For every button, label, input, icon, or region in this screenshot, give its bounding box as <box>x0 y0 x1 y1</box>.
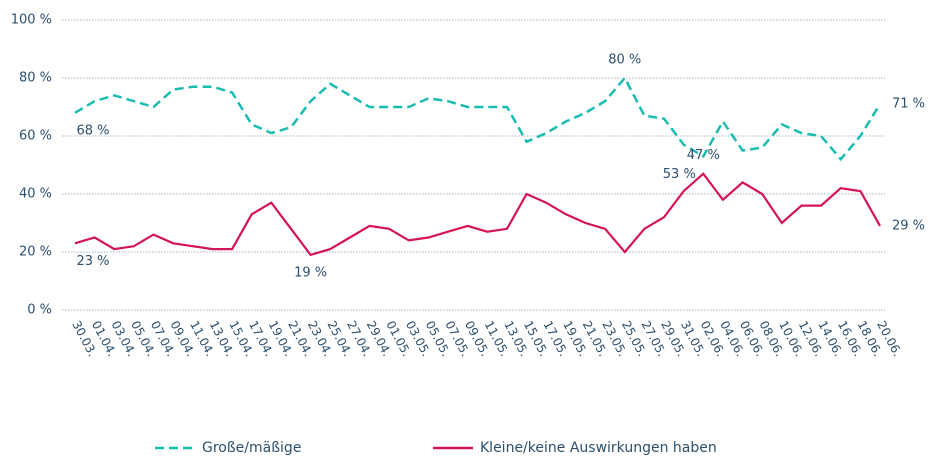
y-tick-label: 40 % <box>19 187 52 202</box>
data-label: 29 % <box>892 218 925 233</box>
line-series <box>74 172 881 257</box>
data-label: 19 % <box>294 265 327 280</box>
data-label: 47 % <box>687 148 720 163</box>
data-label: 23 % <box>76 254 109 269</box>
y-tick-label: 80 % <box>19 71 52 86</box>
data-label: 71 % <box>892 97 925 112</box>
y-tick-label: 100 % <box>11 13 52 28</box>
legend-label: Kleine/keine Auswirkungen haben <box>480 440 717 456</box>
y-tick-label: 20 % <box>19 245 52 260</box>
legend-label: Große/mäßige <box>202 440 301 456</box>
line-series <box>74 75 882 162</box>
y-tick-label: 0 % <box>27 303 52 318</box>
y-tick-label: 60 % <box>19 129 52 144</box>
data-label: 68 % <box>76 123 109 138</box>
data-label: 80 % <box>608 53 641 68</box>
data-label: 53 % <box>663 167 696 182</box>
